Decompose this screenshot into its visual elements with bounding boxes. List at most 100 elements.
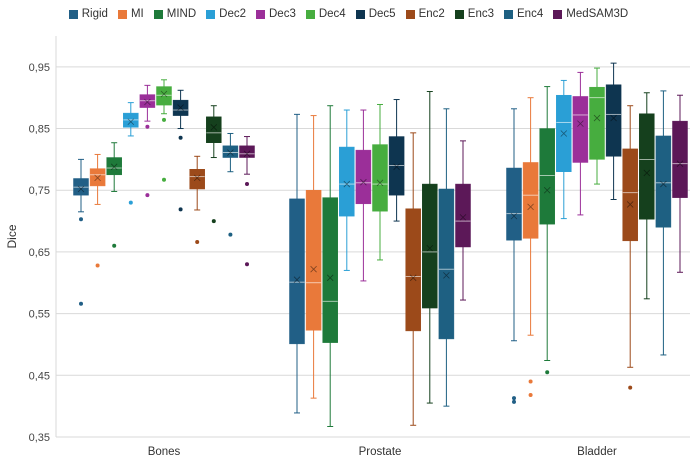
mean-marker (676, 160, 684, 167)
legend-swatch (405, 9, 415, 19)
outlier-point (628, 385, 633, 390)
x-tick-label: Bladder (577, 446, 617, 457)
box-body (239, 145, 255, 158)
box-medsam3d-prostate (455, 140, 471, 301)
box-body (522, 162, 539, 239)
legend-label: MI (130, 8, 144, 20)
outlier-point (162, 177, 166, 182)
box-enc4-bladder (655, 90, 672, 356)
box-body (506, 167, 522, 241)
box-mi-prostate (305, 115, 322, 399)
legend-item: Enc4 (504, 8, 543, 20)
outlier-point (512, 396, 516, 401)
x-tick-label: Prostate (359, 446, 402, 457)
mean-marker (193, 174, 201, 182)
box-body (339, 146, 355, 217)
outlier-point (95, 263, 100, 268)
y-tick-label: 0,95 (29, 62, 50, 74)
legend-swatch (206, 9, 216, 19)
mean-marker (160, 90, 168, 98)
y-tick-label: 0,75 (29, 185, 50, 197)
box-enc2-bladder (622, 105, 638, 390)
outlier-point (528, 379, 533, 384)
legend-label: MedSAM3D (566, 8, 629, 20)
box-body (222, 145, 239, 158)
legend-swatch (553, 9, 563, 19)
legend-swatch (68, 9, 78, 19)
box-body (572, 96, 589, 163)
mean-marker (577, 120, 584, 127)
mean-marker (210, 124, 218, 131)
legend-swatch (256, 9, 265, 19)
legend-label: MIND (166, 8, 197, 20)
legend-swatch (355, 9, 365, 19)
box-rigid-prostate (289, 113, 305, 414)
outlier-point (545, 370, 550, 375)
mean-marker (409, 274, 417, 282)
y-tick-label: 0,85 (29, 124, 50, 136)
box-body (289, 198, 305, 345)
box-body (622, 148, 638, 242)
box-body (172, 99, 189, 116)
box-dec5-prostate (388, 99, 405, 222)
outlier-point (178, 207, 183, 212)
mean-marker (94, 174, 101, 182)
x-tick-label: Bones (148, 446, 181, 457)
mean-marker (343, 180, 351, 188)
legend-item: MIND (153, 8, 197, 20)
mean-marker (77, 185, 85, 193)
box-dec3-prostate (355, 109, 372, 282)
box-body (438, 188, 455, 340)
box-body (89, 168, 106, 187)
box-enc4-prostate (438, 108, 455, 407)
outlier-point (79, 301, 83, 306)
y-tick-label: 0,45 (29, 370, 50, 382)
y-tick-label: 0,65 (29, 247, 50, 259)
box-dec2-bladder (556, 79, 572, 220)
legend-label: Enc2 (418, 8, 445, 20)
box-medsam3d-bladder (672, 94, 688, 273)
box-dec3-bladder (572, 71, 589, 216)
box-mi-bones (89, 153, 106, 268)
outlier-point (178, 135, 183, 140)
mean-marker (376, 179, 384, 187)
mean-marker (127, 118, 135, 126)
box-dec2-bones (123, 102, 139, 205)
legend-label: Rigid (81, 8, 108, 20)
legend-swatch (305, 9, 315, 19)
box-body (455, 183, 471, 248)
box-mi-bladder (522, 97, 539, 398)
mean-marker (527, 203, 534, 211)
box-body (605, 84, 622, 157)
legend-swatch (153, 9, 163, 19)
outlier-point (112, 243, 117, 248)
box-dec4-bones (156, 79, 172, 182)
box-body (405, 208, 421, 332)
legend-swatch (454, 9, 464, 19)
mean-marker (326, 274, 334, 282)
legend-item: Rigid (68, 8, 108, 20)
y-tick-label: 0,55 (29, 309, 50, 321)
mean-marker (393, 163, 400, 171)
box-dec5-bladder (605, 62, 622, 200)
box-dec4-bladder (589, 67, 605, 185)
legend-label: Enc4 (517, 8, 544, 20)
mean-marker (459, 214, 467, 221)
outlier-point (228, 232, 233, 237)
outlier-point (128, 200, 133, 205)
box-dec2-prostate (339, 109, 355, 271)
box-body (372, 144, 388, 212)
box-mind-bladder (539, 86, 555, 375)
legend-swatch (117, 9, 127, 19)
mean-marker (660, 180, 667, 188)
legend-item: MI (117, 8, 144, 20)
mean-marker (110, 163, 118, 171)
outlier-point (512, 399, 516, 404)
box-body (355, 149, 372, 205)
outlier-point (79, 217, 83, 222)
legend-item: Dec3 (256, 8, 296, 20)
box-enc3-prostate (422, 91, 438, 404)
box-rigid-bladder (506, 108, 522, 404)
box-body (672, 120, 688, 198)
